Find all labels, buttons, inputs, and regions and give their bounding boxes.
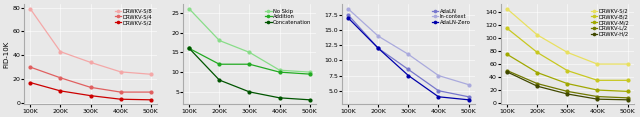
DRWKV-S/2	[593, 63, 601, 65]
DRWKV-S/8	[26, 8, 34, 10]
DRWKV-H/2	[533, 85, 541, 87]
In-context	[404, 54, 412, 55]
Addition	[216, 64, 223, 65]
DRWKV-L/2	[503, 70, 511, 71]
DRWKV-S/2	[563, 52, 571, 53]
DRWKV-S/8	[117, 71, 125, 73]
DRWKV-S/2	[533, 34, 541, 36]
DRWKV-S/2	[624, 63, 632, 65]
Legend: DRWKV-S/8, DRWKV-S/4, DRWKV-S/2: DRWKV-S/8, DRWKV-S/4, DRWKV-S/2	[113, 7, 154, 27]
In-context	[374, 35, 382, 37]
DRWKV-S/2	[147, 99, 155, 101]
DRWKV-S/8	[147, 74, 155, 75]
AdaLN	[404, 69, 412, 70]
Concatenation	[276, 97, 284, 99]
AdaLN-Zero	[404, 75, 412, 76]
AdaLN-Zero	[435, 96, 442, 97]
DRWKV-L/2	[624, 97, 632, 99]
DRWKV-S/2	[56, 90, 64, 92]
Line: DRWKV-S/4: DRWKV-S/4	[29, 66, 152, 93]
Line: DRWKV-L/2: DRWKV-L/2	[506, 69, 629, 99]
DRWKV-H/2	[624, 99, 632, 101]
DRWKV-H/2	[503, 71, 511, 73]
Line: AdaLN: AdaLN	[347, 14, 470, 98]
DRWKV-S/8	[56, 51, 64, 52]
Legend: AdaLN, In-context, AdaLN-Zero: AdaLN, In-context, AdaLN-Zero	[430, 7, 472, 27]
DRWKV-S/2	[86, 95, 94, 96]
DRWKV-S/2	[26, 82, 34, 83]
In-context	[344, 8, 352, 10]
Legend: DRWKV-S/2, DRWKV-B/2, DRWKV-M/2, DRWKV-L/2, DRWKV-H/2: DRWKV-S/2, DRWKV-B/2, DRWKV-M/2, DRWKV-L…	[589, 7, 631, 38]
DRWKV-M/2	[563, 83, 571, 84]
No Skip	[276, 69, 284, 71]
Line: AdaLN-Zero: AdaLN-Zero	[347, 17, 470, 101]
Concatenation	[306, 99, 314, 101]
AdaLN	[344, 14, 352, 16]
DRWKV-S/2	[117, 99, 125, 100]
AdaLN	[465, 96, 472, 97]
Line: DRWKV-H/2: DRWKV-H/2	[506, 70, 629, 101]
In-context	[435, 75, 442, 76]
DRWKV-S/2	[503, 8, 511, 10]
DRWKV-S/4	[26, 66, 34, 68]
AdaLN-Zero	[344, 17, 352, 19]
DRWKV-S/4	[86, 87, 94, 88]
DRWKV-H/2	[593, 99, 601, 100]
DRWKV-S/4	[117, 91, 125, 93]
No Skip	[306, 71, 314, 73]
Line: Addition: Addition	[188, 47, 311, 75]
AdaLN	[374, 48, 382, 49]
DRWKV-L/2	[563, 91, 571, 92]
Line: In-context: In-context	[347, 7, 470, 86]
Line: DRWKV-S/2: DRWKV-S/2	[29, 81, 152, 101]
Concatenation	[216, 79, 223, 81]
Line: DRWKV-S/8: DRWKV-S/8	[29, 7, 152, 76]
In-context	[465, 84, 472, 85]
Addition	[276, 71, 284, 73]
DRWKV-M/2	[503, 54, 511, 55]
DRWKV-H/2	[563, 93, 571, 95]
Line: DRWKV-B/2: DRWKV-B/2	[506, 27, 629, 82]
Addition	[306, 73, 314, 75]
AdaLN	[435, 90, 442, 91]
Line: Concatenation: Concatenation	[188, 47, 311, 101]
DRWKV-B/2	[503, 28, 511, 29]
AdaLN-Zero	[374, 48, 382, 49]
Line: DRWKV-M/2: DRWKV-M/2	[506, 53, 629, 93]
Addition	[186, 48, 193, 49]
Concatenation	[246, 91, 253, 93]
DRWKV-S/4	[56, 77, 64, 79]
No Skip	[216, 40, 223, 41]
DRWKV-B/2	[563, 70, 571, 71]
Legend: No Skip, Addition, Concatenation: No Skip, Addition, Concatenation	[264, 7, 313, 27]
Y-axis label: FID-10K: FID-10K	[3, 41, 10, 68]
DRWKV-S/4	[147, 91, 155, 93]
No Skip	[246, 52, 253, 53]
No Skip	[186, 8, 193, 10]
DRWKV-B/2	[624, 80, 632, 81]
Line: No Skip: No Skip	[188, 7, 311, 73]
DRWKV-M/2	[533, 72, 541, 73]
DRWKV-B/2	[533, 52, 541, 53]
AdaLN-Zero	[465, 99, 472, 101]
DRWKV-L/2	[593, 96, 601, 97]
DRWKV-L/2	[533, 83, 541, 84]
DRWKV-M/2	[624, 91, 632, 92]
Concatenation	[186, 48, 193, 49]
DRWKV-B/2	[593, 80, 601, 81]
DRWKV-M/2	[593, 89, 601, 91]
Line: DRWKV-S/2: DRWKV-S/2	[506, 7, 629, 66]
DRWKV-S/8	[86, 62, 94, 63]
Addition	[246, 64, 253, 65]
